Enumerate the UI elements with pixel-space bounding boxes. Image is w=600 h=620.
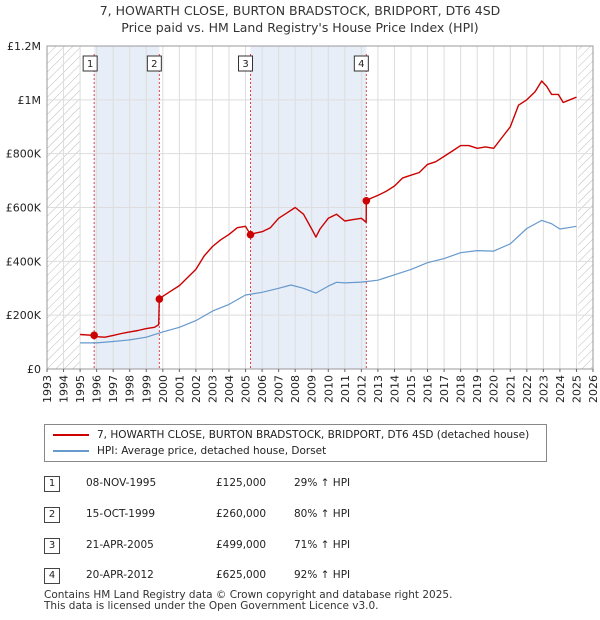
y-tick-label: £1.2M — [7, 40, 41, 53]
sale-number-label: 4 — [358, 59, 364, 70]
x-tick-label: 2012 — [355, 375, 368, 403]
table-row: 2 15-OCT-1999 £260,000 80% ↑ HPI — [44, 507, 404, 525]
sale-point — [362, 196, 371, 205]
x-tick-label: 2024 — [554, 375, 567, 403]
legend-item-hpi: HPI: Average price, detached house, Dors… — [53, 443, 326, 459]
table-row: 1 08-NOV-1995 £125,000 29% ↑ HPI — [44, 476, 404, 494]
x-tick-label: 2015 — [405, 375, 418, 403]
hpi-line — [80, 219, 577, 344]
x-tick-label: 2007 — [273, 375, 286, 403]
x-tick-label: 2018 — [455, 375, 468, 403]
x-tick-label: 2000 — [157, 375, 170, 403]
legend-swatch-property — [53, 434, 89, 436]
sale-number-box — [238, 55, 254, 72]
x-tick-label: 2002 — [190, 375, 203, 403]
x-tick-label: 2005 — [240, 375, 253, 403]
sale-point — [90, 331, 98, 340]
x-tick-label: 1993 — [41, 375, 54, 403]
legend-swatch-hpi — [53, 450, 89, 452]
transaction-hpi: 71% ↑ HPI — [294, 539, 351, 551]
x-tick-label: 1998 — [124, 375, 137, 403]
x-tick-label: 2010 — [322, 375, 335, 403]
y-tick-label: £0 — [27, 363, 41, 376]
x-tick-label: 2011 — [339, 375, 352, 403]
table-row: 4 20-APR-2012 £625,000 92% ↑ HPI — [44, 568, 404, 586]
x-tick-label: 2021 — [504, 375, 517, 403]
transaction-number: 3 — [44, 538, 60, 554]
legend: 7, HOWARTH CLOSE, BURTON BRADSTOCK, BRID… — [44, 424, 547, 462]
title-line-1: 7, HOWARTH CLOSE, BURTON BRADSTOCK, BRID… — [99, 3, 501, 18]
y-tick-label: £200K — [6, 309, 42, 322]
transaction-hpi: 80% ↑ HPI — [294, 508, 351, 520]
footer-line-2: This data is licensed under the Open Gov… — [44, 600, 379, 612]
legend-label-hpi: HPI: Average price, detached house, Dors… — [97, 445, 327, 457]
transaction-hpi: 92% ↑ HPI — [294, 569, 351, 581]
chart-title: 7, HOWARTH CLOSE, BURTON BRADSTOCK, BRID… — [0, 2, 600, 36]
transaction-number: 4 — [44, 568, 60, 584]
sale-number-box — [146, 55, 162, 72]
x-tick-label: 2017 — [438, 375, 451, 403]
x-tick-label: 2014 — [388, 375, 401, 403]
sale-number-box — [353, 55, 369, 72]
x-tick-label: 2019 — [471, 375, 484, 403]
x-tick-label: 2003 — [206, 375, 219, 403]
x-tick-label: 2022 — [521, 375, 534, 403]
y-tick-label: £800K — [6, 148, 42, 161]
x-tick-label: 1996 — [91, 375, 104, 403]
plot-border — [46, 45, 594, 370]
x-tick-label: 2013 — [372, 375, 385, 403]
footer-line-1: Contains HM Land Registry data © Crown c… — [44, 589, 453, 601]
y-tick-label: £1M — [18, 94, 42, 107]
x-tick-label: 2026 — [587, 375, 600, 403]
x-tick-label: 2009 — [306, 375, 319, 403]
title-line-2: Price paid vs. HM Land Registry's House … — [121, 20, 479, 35]
x-tick-label: 1997 — [107, 375, 120, 403]
sale-point — [246, 230, 255, 239]
y-tick-label: £600K — [6, 202, 42, 215]
x-tick-label: 1995 — [74, 375, 87, 403]
transaction-price: £125,000 — [216, 477, 267, 489]
legend-item-property: 7, HOWARTH CLOSE, BURTON BRADSTOCK, BRID… — [53, 427, 529, 443]
sale-number-label: 1 — [87, 59, 93, 70]
price-chart: 1 2 3 4 £0 £200K £400K £600K £800K £1M £1.2M 1993 19… — [6, 40, 600, 403]
legend-label-property: 7, HOWARTH CLOSE, BURTON BRADSTOCK, BRID… — [97, 429, 530, 441]
x-tick-label: 2025 — [570, 375, 583, 403]
x-tick-label: 2001 — [173, 375, 186, 403]
x-tick-label: 2023 — [537, 375, 550, 403]
footer: Contains HM Land Registry data © Crown c… — [44, 590, 452, 612]
x-tick-label: 2020 — [488, 375, 501, 403]
sale-number-box — [82, 55, 98, 72]
y-tick-label: £400K — [6, 255, 42, 268]
transaction-price: £499,000 — [216, 539, 267, 551]
transaction-number: 2 — [44, 507, 60, 523]
transaction-number: 1 — [44, 476, 60, 492]
transaction-price: £625,000 — [216, 569, 267, 581]
x-tick-label: 1999 — [140, 375, 153, 403]
transaction-date: 08-NOV-1995 — [86, 477, 157, 489]
sale-number-label: 2 — [151, 59, 157, 70]
x-tick-label: 2016 — [422, 375, 435, 403]
transaction-date: 21-APR-2005 — [86, 539, 154, 551]
x-tick-label: 2006 — [256, 375, 269, 403]
x-tick-label: 2004 — [223, 375, 236, 403]
transaction-date: 20-APR-2012 — [86, 569, 154, 581]
x-tick-label: 2008 — [289, 375, 302, 403]
sale-number-label: 3 — [242, 59, 248, 70]
transaction-price: £260,000 — [216, 508, 267, 520]
sale-point — [155, 295, 164, 303]
transaction-date: 15-OCT-1999 — [86, 508, 155, 520]
transaction-hpi: 29% ↑ HPI — [294, 477, 351, 489]
table-row: 3 21-APR-2005 £499,000 71% ↑ HPI — [44, 538, 404, 556]
x-tick-label: 1994 — [58, 375, 71, 403]
